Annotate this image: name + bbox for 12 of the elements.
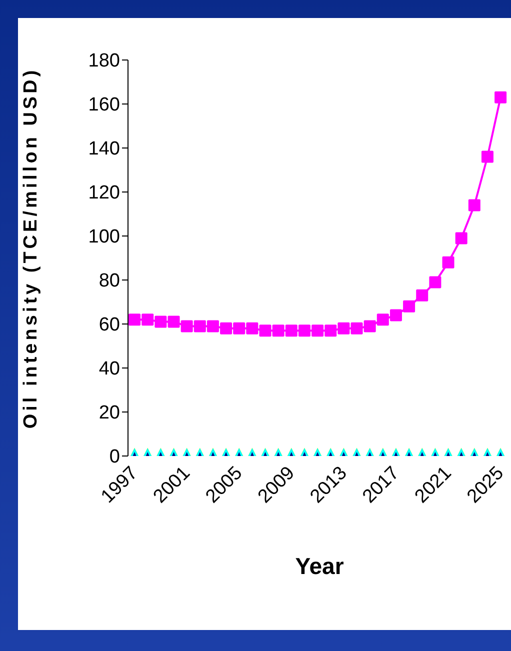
y-tick-label: 140: [88, 138, 120, 160]
y-tick-label: 0: [109, 446, 120, 468]
y-tick-label: 20: [98, 402, 120, 424]
y-tick-label: 80: [98, 270, 120, 292]
y-axis-title: Oil intensity (TCE/millon USD): [20, 67, 42, 429]
y-tick-label: 40: [98, 358, 120, 380]
y-tick-label: 180: [88, 50, 120, 72]
y-tick-label: 100: [88, 226, 120, 248]
y-tick-label: 160: [88, 94, 120, 116]
x-axis-title: Year: [295, 553, 344, 579]
y-tick-label: 60: [98, 314, 120, 336]
y-tick-label: 120: [88, 182, 120, 204]
